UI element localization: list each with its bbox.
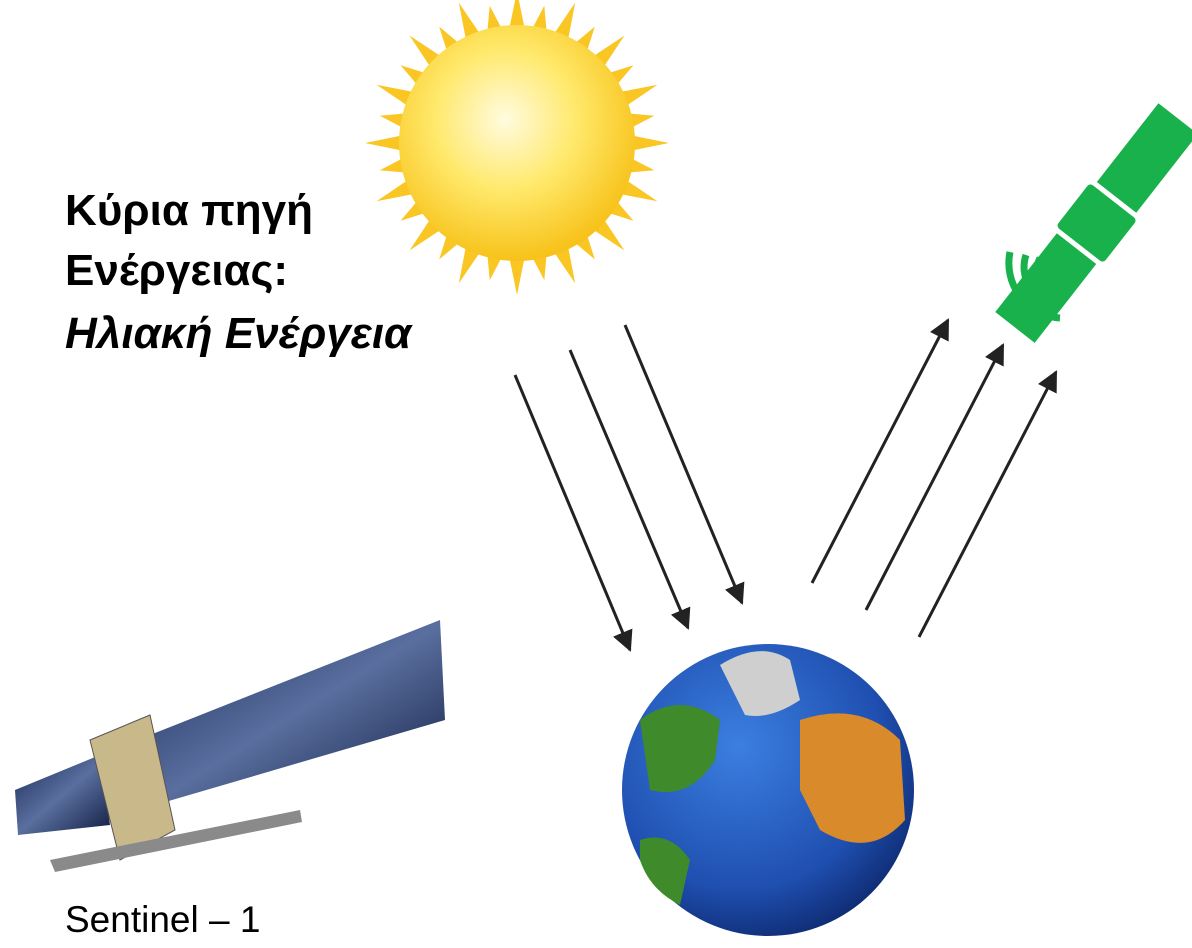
earth (622, 644, 914, 936)
green-satellite (991, 100, 1192, 346)
caption: Sentinel – 1 (65, 899, 260, 940)
solar-panel (150, 620, 445, 805)
arrow (515, 375, 630, 650)
heading-line: Κύρια πηγή (65, 186, 313, 235)
sentinel-satellite (15, 620, 445, 872)
arrow (919, 372, 1056, 637)
diagram: Κύρια πηγή Ενέργειας: Ηλιακή Ενέργεια Se… (0, 0, 1192, 948)
incoming-arrows (515, 325, 742, 650)
arrow (570, 350, 688, 628)
sun (365, 0, 669, 295)
arrow (625, 325, 742, 603)
heading-line: Ενέργειας: (65, 246, 288, 295)
arrow (866, 345, 1003, 610)
solar-panel (15, 755, 110, 835)
sun-disc (399, 25, 635, 261)
arrow (812, 320, 948, 583)
page: Κύρια πηγή Ενέργειας: Ηλιακή Ενέργεια Se… (0, 0, 1192, 948)
reflected-arrows (812, 320, 1056, 637)
heading-line: Ηλιακή Ενέργεια (65, 309, 413, 358)
panel (1097, 103, 1192, 213)
